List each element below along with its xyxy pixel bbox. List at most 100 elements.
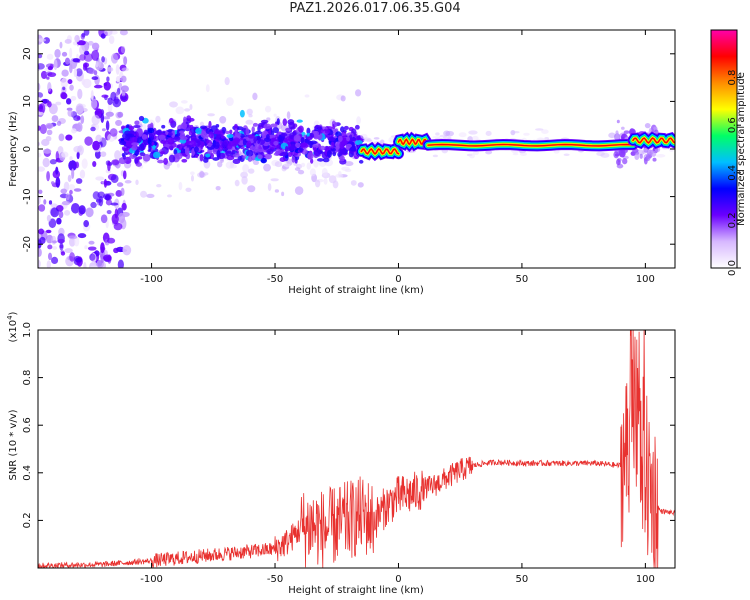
spectrogram-cell	[60, 77, 69, 89]
spectrogram-cell	[157, 159, 164, 164]
spectrogram-cell	[49, 64, 54, 70]
spectrogram-cell	[176, 163, 180, 168]
snr-x-tick-label: -50	[267, 574, 283, 585]
spectrogram-cell	[608, 132, 616, 139]
spectrogram-cell	[318, 160, 327, 167]
colorbar-tick-label: 0.4	[727, 165, 738, 181]
spectrogram-cell	[72, 41, 78, 46]
spectrogram-cell	[252, 92, 258, 101]
spectrogram-cell	[270, 178, 279, 182]
spectrogram-cell	[54, 48, 61, 58]
spectrogram-cell	[313, 130, 319, 136]
spectrogram-cell	[87, 40, 94, 46]
snr-x-tick-label: 50	[516, 574, 529, 585]
spectrogram-cell	[38, 195, 41, 205]
spectrogram-cell	[108, 35, 115, 44]
spectrogram-cell	[234, 123, 238, 130]
spectrogram-cell	[240, 171, 249, 179]
spectrogram-cell	[314, 179, 321, 188]
colorbar-tick-label: 0.8	[727, 70, 738, 86]
spectrogram-cell	[95, 60, 99, 68]
spectrogram-cell	[306, 132, 311, 137]
spectrogram-cell	[220, 135, 225, 139]
spectrogram-cell	[207, 113, 215, 117]
spectrogram-cell	[65, 57, 71, 65]
spectrogram-cell	[58, 133, 65, 142]
spectrogram-cell	[225, 161, 235, 169]
spectrogram-cell	[307, 152, 314, 160]
spectrogram-cell	[55, 177, 61, 188]
spectrogram-cell	[257, 139, 266, 145]
spectrogram-cell	[75, 161, 80, 169]
spectrogram-cell	[83, 220, 89, 228]
spectrogram-ridge	[355, 131, 675, 162]
spectrogram-cell	[131, 142, 140, 146]
spectrogram-cell	[173, 149, 178, 155]
spectrogram-cell	[257, 149, 264, 153]
spectrogram-cell	[358, 159, 364, 164]
spectrogram-cell	[120, 75, 127, 83]
spectrogram-cell	[356, 116, 361, 125]
spectrogram-cell	[205, 153, 211, 158]
spectrogram-cell	[280, 152, 288, 157]
spectrogram-cell	[138, 128, 143, 133]
spectrogram-cell	[43, 37, 51, 44]
spectrogram-cell	[60, 251, 66, 256]
spectrogram-cell	[39, 236, 46, 245]
spectrogram-cell	[100, 113, 105, 123]
spectrogram-cell	[231, 149, 236, 155]
spectrogram-cell	[181, 158, 188, 163]
spectrogram-cell	[68, 160, 77, 171]
spectrogram-cell	[134, 120, 140, 126]
spectrogram-cell	[110, 174, 119, 184]
spectrogram-cell	[65, 134, 73, 141]
spectrogram-cell	[122, 147, 129, 152]
spectrogram-cell	[102, 116, 111, 120]
spectrogram-cell	[60, 188, 68, 194]
spectrogram-cell	[634, 153, 640, 161]
spectrogram-cell	[152, 144, 156, 150]
spectrogram-cell	[245, 149, 254, 157]
spectrogram-cell	[326, 149, 333, 158]
spectrogram-cell	[321, 167, 328, 177]
spectrogram-cell	[77, 233, 87, 239]
spectrogram-cell	[217, 161, 223, 168]
spectrogram-cell	[273, 141, 279, 146]
spectrogram-cell	[115, 75, 121, 83]
spectrogram-cell	[236, 126, 244, 131]
spectrogram-cell	[219, 116, 227, 124]
spectrogram-ridge-band	[632, 137, 675, 144]
spectrogram-y-tick-label: -20	[22, 236, 33, 252]
spectrogram-cell	[183, 116, 187, 124]
colorbar-label: Normalized spectral amplitude	[736, 72, 747, 226]
snr-x-axis-label: Height of straight line (km)	[288, 585, 424, 596]
spectrogram-cell	[102, 254, 112, 262]
spectrogram-x-tick-label: 0	[395, 274, 401, 285]
spectrogram-cell	[114, 150, 121, 160]
spectrogram-cell	[242, 138, 247, 146]
spectrogram-cell	[274, 189, 279, 193]
spectrogram-cell	[57, 238, 66, 244]
spectrogram-cell	[47, 244, 53, 250]
spectrogram-ridge-band	[397, 138, 429, 146]
spectrogram-cell	[115, 189, 123, 197]
spectrogram-cell	[38, 92, 44, 99]
colorbar-tick-label: 0.2	[727, 212, 738, 228]
spectrogram-cell	[135, 156, 141, 161]
spectrogram-cell	[101, 56, 105, 63]
spectrogram-cell	[257, 154, 263, 160]
spectrogram-cell	[338, 147, 346, 155]
spectrogram-cell	[229, 129, 233, 135]
spectrogram-cell	[195, 154, 199, 158]
spectrogram-cell	[69, 84, 74, 91]
spectrogram-cell	[135, 179, 139, 186]
spectrogram-cell	[121, 152, 125, 158]
spectrogram-cell	[203, 157, 209, 163]
spectrogram-cell	[46, 129, 53, 136]
spectrogram-cell	[266, 148, 274, 155]
spectrogram-cell	[41, 98, 50, 104]
spectrogram-cell	[469, 153, 475, 159]
spectrogram-cell	[52, 246, 58, 250]
spectrogram-cell	[174, 136, 181, 141]
